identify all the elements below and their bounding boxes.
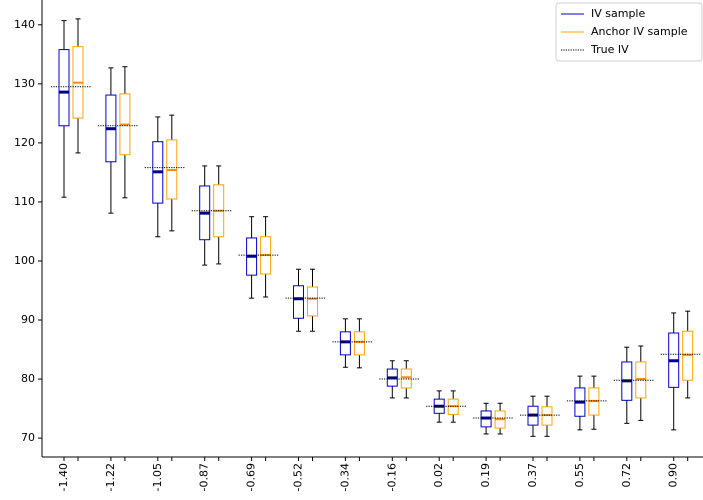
x-tick-label: -0.87 xyxy=(198,463,211,491)
y-tick-label: 80 xyxy=(21,372,35,385)
x-tick-label: 0.19 xyxy=(479,463,492,488)
x-tick-label: -1.40 xyxy=(57,463,70,491)
y-tick-label: 120 xyxy=(14,136,35,149)
y-tick-label: 130 xyxy=(14,77,35,90)
y-tick-label: 110 xyxy=(14,195,35,208)
box xyxy=(400,368,412,389)
x-tick-label: 0.72 xyxy=(620,463,633,488)
x-tick-label: 0.37 xyxy=(526,463,539,488)
x-tick-label: -1.22 xyxy=(104,463,117,491)
legend: IV sample Anchor IV sample True IV xyxy=(555,2,703,62)
x-tick-label: -0.34 xyxy=(338,463,351,491)
x-tick-label: -0.52 xyxy=(292,463,305,491)
box xyxy=(58,49,70,127)
x-tick-label: 0.55 xyxy=(573,463,586,488)
legend-label: True IV xyxy=(590,43,629,56)
x-tick-label: -0.16 xyxy=(385,463,398,491)
legend-label: Anchor IV sample xyxy=(591,25,688,38)
box xyxy=(293,285,304,319)
y-tick-label: 90 xyxy=(21,313,35,326)
y-tick-label: 140 xyxy=(14,18,35,31)
x-tick-label: -1.05 xyxy=(151,463,164,491)
legend-label: IV sample xyxy=(591,7,645,20)
x-tick-label: -0.69 xyxy=(245,463,258,491)
legend-box xyxy=(555,2,703,62)
x-tick-label: 0.90 xyxy=(667,463,680,488)
box xyxy=(353,331,365,356)
y-tick-label: 70 xyxy=(21,431,35,444)
x-tick-label: 0.02 xyxy=(432,463,445,488)
y-tick-label: 100 xyxy=(14,254,35,267)
box xyxy=(307,286,318,317)
